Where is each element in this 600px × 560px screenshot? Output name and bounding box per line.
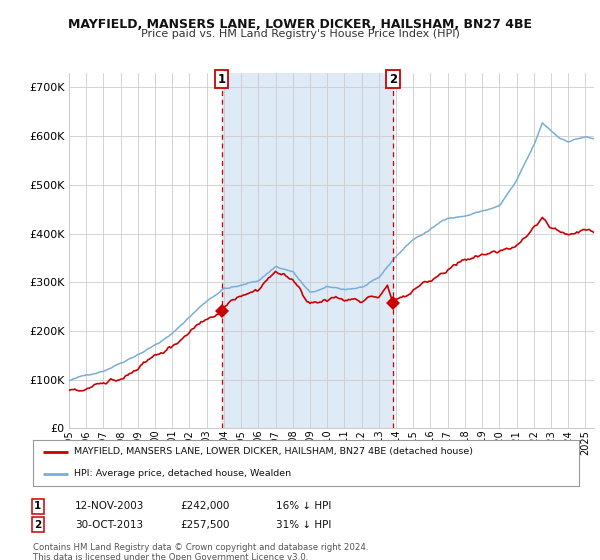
Text: 31% ↓ HPI: 31% ↓ HPI	[276, 520, 331, 530]
Text: HPI: Average price, detached house, Wealden: HPI: Average price, detached house, Weal…	[74, 469, 291, 478]
Text: Contains HM Land Registry data © Crown copyright and database right 2024.: Contains HM Land Registry data © Crown c…	[33, 543, 368, 552]
Text: 2: 2	[34, 520, 41, 530]
Text: This data is licensed under the Open Government Licence v3.0.: This data is licensed under the Open Gov…	[33, 553, 308, 560]
Text: 30-OCT-2013: 30-OCT-2013	[75, 520, 143, 530]
Text: 16% ↓ HPI: 16% ↓ HPI	[276, 501, 331, 511]
Text: £257,500: £257,500	[180, 520, 229, 530]
Text: 2: 2	[389, 73, 397, 86]
Text: 12-NOV-2003: 12-NOV-2003	[75, 501, 145, 511]
Bar	[221, 73, 393, 428]
Text: MAYFIELD, MANSERS LANE, LOWER DICKER, HAILSHAM, BN27 4BE (detached house): MAYFIELD, MANSERS LANE, LOWER DICKER, HA…	[74, 447, 473, 456]
Text: MAYFIELD, MANSERS LANE, LOWER DICKER, HAILSHAM, BN27 4BE: MAYFIELD, MANSERS LANE, LOWER DICKER, HA…	[68, 18, 532, 31]
Text: 1: 1	[218, 73, 226, 86]
Text: 1: 1	[34, 501, 41, 511]
Text: Price paid vs. HM Land Registry's House Price Index (HPI): Price paid vs. HM Land Registry's House …	[140, 29, 460, 39]
Text: £242,000: £242,000	[180, 501, 229, 511]
